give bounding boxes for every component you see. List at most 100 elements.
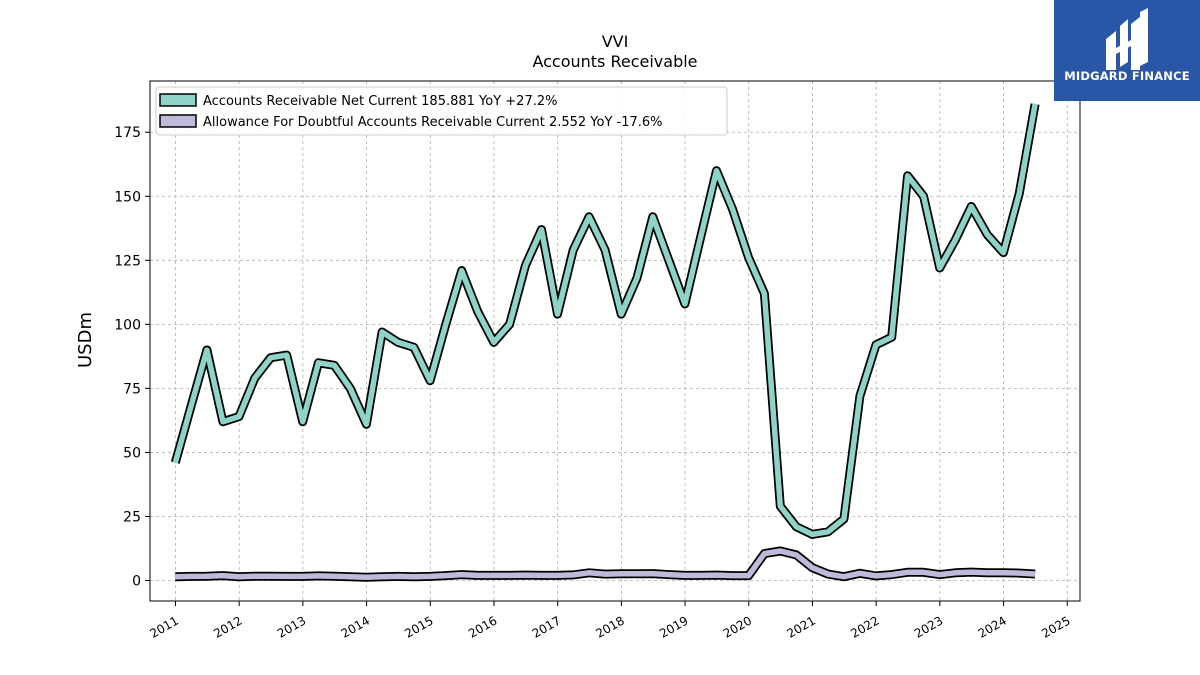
data-point bbox=[620, 313, 622, 315]
data-point bbox=[174, 576, 176, 578]
data-point bbox=[493, 341, 495, 343]
data-point bbox=[604, 573, 606, 575]
data-point bbox=[206, 349, 208, 351]
series-layer bbox=[170, 103, 1040, 582]
data-point bbox=[620, 573, 622, 575]
data-point bbox=[333, 364, 335, 366]
data-point bbox=[333, 575, 335, 577]
data-point bbox=[970, 571, 972, 573]
data-point bbox=[843, 518, 845, 520]
data-point bbox=[891, 336, 893, 338]
x-tick-label: 2024 bbox=[976, 613, 1009, 640]
data-point bbox=[795, 554, 797, 556]
data-point bbox=[222, 575, 224, 577]
x-tick-label: 2015 bbox=[402, 613, 435, 640]
data-point bbox=[556, 313, 559, 315]
data-point bbox=[572, 249, 574, 251]
data-point bbox=[652, 573, 654, 575]
data-point bbox=[954, 572, 957, 574]
data-point bbox=[429, 380, 431, 382]
series-line-outline bbox=[170, 103, 1040, 539]
legend-entry-accounts-receivable: Accounts Receivable Net Current 185.881 … bbox=[203, 94, 558, 109]
data-point bbox=[381, 576, 383, 578]
legend-entry-allowance: Allowance For Doubtful Accounts Receivab… bbox=[203, 115, 663, 130]
y-tick-label: 75 bbox=[123, 381, 141, 397]
data-point bbox=[843, 576, 845, 578]
brand-logo: MIDGARD FINANCE bbox=[1054, 0, 1200, 101]
data-point bbox=[413, 346, 415, 348]
data-point bbox=[827, 531, 829, 533]
data-point bbox=[859, 395, 861, 397]
data-point bbox=[668, 259, 670, 261]
data-point bbox=[715, 574, 718, 576]
data-point bbox=[254, 377, 256, 379]
data-point bbox=[1034, 103, 1036, 105]
data-point bbox=[206, 575, 208, 577]
data-point bbox=[461, 574, 463, 576]
y-tick-label: 100 bbox=[114, 317, 141, 333]
data-point bbox=[715, 170, 718, 172]
data-point bbox=[636, 277, 638, 279]
data-point bbox=[907, 175, 909, 177]
data-point bbox=[1018, 572, 1020, 574]
x-tick-label: 2017 bbox=[530, 613, 563, 640]
data-point bbox=[238, 416, 240, 418]
x-tick-label: 2012 bbox=[211, 613, 244, 640]
data-point bbox=[939, 267, 941, 269]
data-point bbox=[700, 574, 702, 577]
data-point bbox=[270, 575, 272, 577]
data-point bbox=[477, 310, 479, 313]
data-point bbox=[365, 576, 367, 578]
data-point bbox=[190, 405, 192, 407]
x-tick-label: 2023 bbox=[912, 613, 945, 640]
series-1 bbox=[174, 546, 1036, 582]
data-point bbox=[397, 341, 399, 343]
data-point bbox=[556, 574, 559, 577]
data-point bbox=[477, 574, 479, 577]
data-point bbox=[891, 574, 893, 576]
data-point bbox=[413, 576, 415, 578]
data-point bbox=[381, 331, 383, 333]
data-point bbox=[859, 572, 861, 574]
data-point bbox=[286, 354, 288, 356]
data-point bbox=[1002, 572, 1005, 574]
data-point bbox=[795, 526, 797, 528]
x-tick-label: 2016 bbox=[466, 613, 499, 640]
data-point bbox=[636, 573, 638, 575]
data-point bbox=[317, 575, 319, 577]
x-tick-label: 2014 bbox=[339, 613, 372, 640]
brand-name: MIDGARD FINANCE bbox=[1064, 69, 1190, 83]
logo-mark-icon bbox=[1106, 8, 1148, 70]
data-point bbox=[365, 423, 367, 425]
data-point bbox=[509, 574, 511, 577]
x-tick-label: 2011 bbox=[148, 613, 181, 640]
data-point bbox=[700, 236, 702, 238]
data-point bbox=[302, 421, 304, 423]
data-point bbox=[1018, 193, 1020, 195]
data-point bbox=[1034, 573, 1036, 575]
data-point bbox=[588, 216, 590, 218]
chart-subtitle: Accounts Receivable bbox=[532, 52, 697, 71]
data-point bbox=[907, 571, 909, 573]
data-point bbox=[763, 553, 766, 555]
data-point bbox=[954, 239, 957, 241]
data-point bbox=[875, 344, 877, 346]
data-point bbox=[731, 575, 734, 577]
data-point bbox=[174, 462, 176, 464]
data-point bbox=[811, 567, 813, 569]
data-point bbox=[779, 550, 781, 552]
x-tick-label: 2025 bbox=[1039, 613, 1072, 640]
y-tick-label: 25 bbox=[123, 509, 141, 525]
data-point bbox=[461, 270, 463, 272]
data-point bbox=[524, 574, 527, 576]
data-point bbox=[827, 573, 829, 575]
y-axis-label: USDm bbox=[75, 312, 96, 368]
x-tick-label: 2021 bbox=[785, 613, 818, 640]
data-point bbox=[668, 574, 670, 576]
data-point bbox=[254, 575, 256, 577]
data-point bbox=[986, 572, 988, 574]
x-tick-label: 2018 bbox=[593, 613, 626, 640]
data-point bbox=[748, 257, 750, 259]
data-point bbox=[509, 323, 511, 325]
